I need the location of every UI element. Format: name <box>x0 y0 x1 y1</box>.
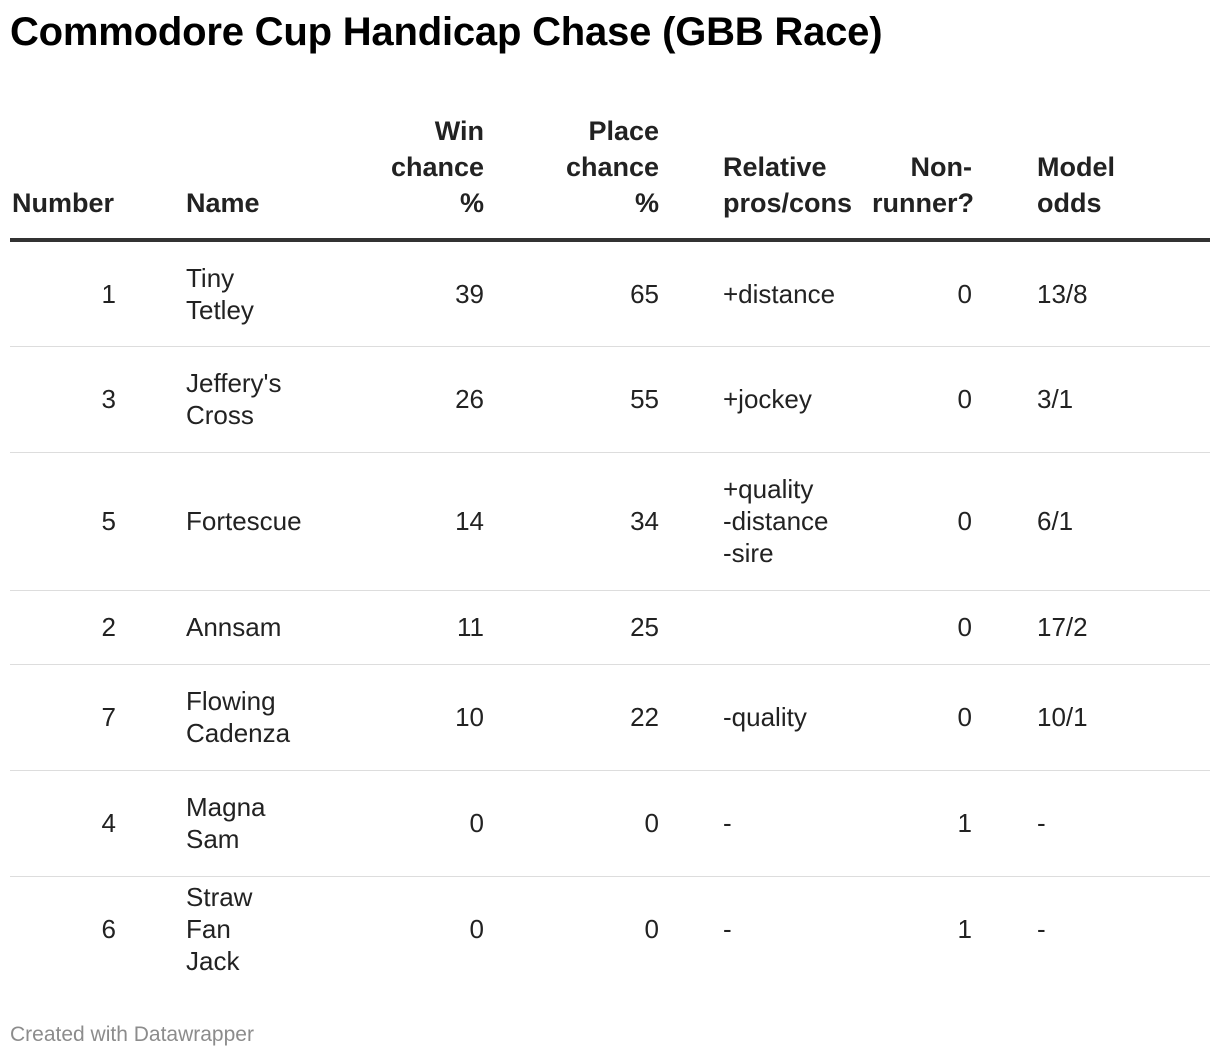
table-row: 1 Tiny Tetley 39 65 +distance 0 13/8 <box>10 240 1210 347</box>
cell-place-chance: 55 <box>484 346 659 453</box>
header-row: Number Name Win chance % Place chance % … <box>10 113 1210 242</box>
cell-number: 1 <box>10 240 120 347</box>
chart-title: Commodore Cup Handicap Chase (GBB Race) <box>10 10 883 54</box>
attribution-footer: Created with Datawrapper <box>10 1023 254 1046</box>
cell-non-runner: 1 <box>872 770 972 877</box>
table-header: Number Name Win chance % Place chance % … <box>10 113 1210 242</box>
cell-non-runner: 0 <box>872 452 972 591</box>
cell-number: 2 <box>10 590 120 665</box>
cell-pros-cons: - <box>723 914 732 945</box>
data-table-container: Number Name Win chance % Place chance % … <box>10 113 1210 982</box>
cell-win-chance: 0 <box>296 770 484 877</box>
cell-pros-cons: +distance <box>659 240 872 347</box>
header-non-runner[interactable]: Non- runner? <box>872 113 974 242</box>
cell-model-odds: 13/8 <box>972 240 1210 347</box>
cell-win-chance: 39 <box>296 240 484 347</box>
cell-number: 5 <box>10 452 120 591</box>
cell-name: Annsam <box>120 590 296 665</box>
cell-name: Fortescue <box>120 452 302 591</box>
cell-win-chance: 26 <box>296 346 484 453</box>
cell-model-odds: 3/1 <box>972 346 1210 453</box>
cell-win-chance: 0 <box>469 914 484 945</box>
table-row: 5 Fortescue 14 34 +quality -distance -sire 0 6… <box>10 452 1210 591</box>
cell-non-runner: 0 <box>872 664 972 771</box>
header-number[interactable]: Number <box>10 113 120 242</box>
table-row: 3 Jeffery's Cross 26 55 +jockey 0 3/1 <box>10 346 1210 453</box>
cell-place-chance: 65 <box>484 240 659 347</box>
cell-number: 3 <box>10 346 120 453</box>
table-row: 4 Magna Sam 0 0-1- <box>10 770 1210 877</box>
cell-number: 6 <box>101 914 116 945</box>
table-row: 7 Flowing Cadenza 10 22 -quality 0 10/1 <box>10 664 1210 771</box>
cell-name: Flowing Cadenza <box>120 664 296 771</box>
cell-name: Jeffery's Cross <box>120 346 296 453</box>
cell-name: Magna Sam <box>120 770 296 877</box>
cell-model-odds: 10/1 <box>972 664 1210 771</box>
cell-place-chance: 0 <box>484 770 659 877</box>
cell-number: 4 <box>10 770 120 877</box>
cell-win-chance: 10 <box>296 664 484 771</box>
cell-non-runner: 0 <box>872 240 972 347</box>
cell-pros-cons: +quality -distance -sire <box>659 452 872 591</box>
cell-pros-cons <box>659 590 872 665</box>
table-row: 2 Annsam 11 25 0 17/2 <box>10 590 1210 665</box>
cell-pros-cons: - <box>659 770 872 877</box>
cell-name: Straw Fan Jack <box>186 882 253 977</box>
cell-model-odds: 17/2 <box>972 590 1210 665</box>
cell-non-runner: 1 <box>957 914 972 945</box>
cell-place-chance: 34 <box>484 452 659 591</box>
cell-model-odds: 6/1 <box>972 452 1210 591</box>
header-pros-cons[interactable]: Relative pros/cons <box>659 113 872 242</box>
table-row: 6 Straw Fan Jack 0 0 - 1 - <box>10 876 1210 982</box>
cell-pros-cons: +jockey <box>659 346 872 453</box>
data-table: Number Name Win chance % Place chance % … <box>10 113 1210 982</box>
cell-number: 7 <box>10 664 120 771</box>
cell-place-chance: 25 <box>484 590 659 665</box>
header-model-odds[interactable]: Model odds <box>972 113 1210 242</box>
header-place-chance[interactable]: Place chance % <box>484 113 659 242</box>
cell-non-runner: 0 <box>872 346 972 453</box>
cell-name: Tiny Tetley <box>120 240 296 347</box>
cell-place-chance: 0 <box>644 914 659 945</box>
cell-win-chance: 14 <box>296 452 484 591</box>
cell-model-odds: - <box>1037 914 1046 945</box>
cell-pros-cons: -quality <box>659 664 872 771</box>
cell-non-runner: 0 <box>872 590 972 665</box>
cell-place-chance: 22 <box>484 664 659 771</box>
header-name[interactable]: Name <box>120 113 296 242</box>
cell-model-odds: - <box>972 770 1210 877</box>
table-body: 1 Tiny Tetley 39 65 +distance 0 13/8 3 Jeffery's… <box>10 240 1210 982</box>
cell-win-chance: 11 <box>296 590 484 665</box>
header-win-chance[interactable]: Win chance % <box>296 113 484 242</box>
